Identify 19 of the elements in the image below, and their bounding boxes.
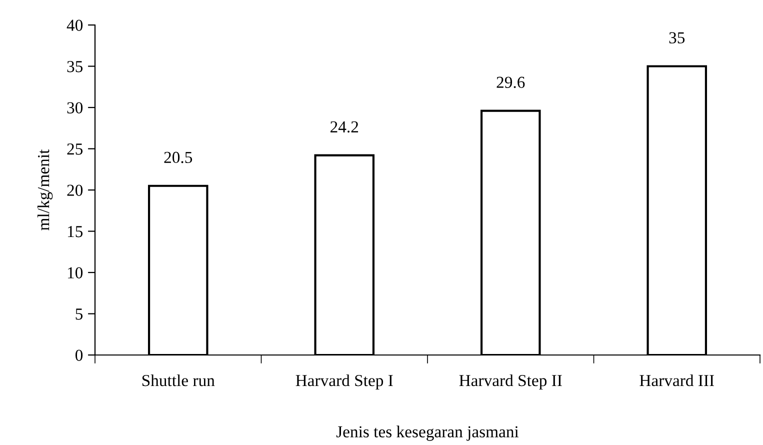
data-label: 29.6: [496, 76, 525, 88]
x-axis-title: Jenis tes kesegaran jasmani: [336, 426, 519, 441]
x-tick-label: Harvard Step II: [459, 374, 562, 390]
data-label: 24.2: [330, 121, 358, 133]
x-tick-label: Shuttle run: [142, 374, 215, 386]
data-label: 35: [669, 32, 685, 44]
y-tick-label: 20: [67, 184, 83, 196]
data-label: 20.5: [164, 152, 192, 164]
y-tick-label: 25: [67, 143, 83, 155]
y-tick-label: 35: [67, 60, 83, 72]
x-tick-label: Harvard III: [640, 374, 714, 386]
y-axis-title: ml/kg/menit: [37, 149, 53, 230]
y-tick-label: 30: [67, 102, 83, 114]
y-tick-label: 5: [76, 308, 83, 320]
y-tick-label: 0: [75, 350, 83, 361]
x-tick-label: Harvard Step I: [296, 374, 393, 390]
y-tick-label: 40: [66, 20, 83, 31]
y-tick-label: 15: [68, 226, 83, 238]
y-tick-label: 10: [68, 267, 83, 278]
